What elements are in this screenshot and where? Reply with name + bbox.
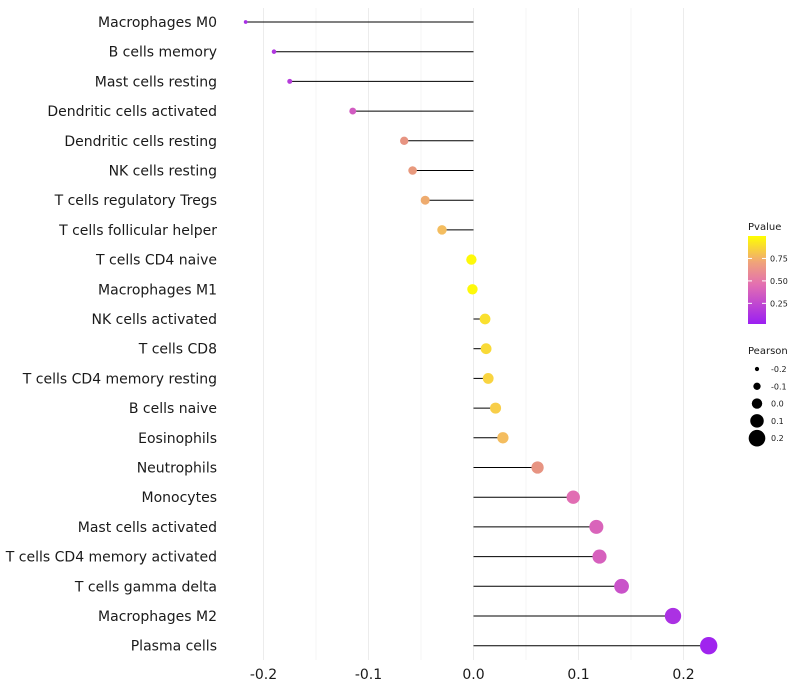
point xyxy=(664,607,682,625)
point xyxy=(271,49,277,54)
category-label: Plasma cells xyxy=(131,639,217,655)
category-label: T cells CD4 memory resting xyxy=(22,371,217,387)
category-label: T cells regulatory Tregs xyxy=(54,193,217,209)
x-tick-label: 0.2 xyxy=(672,667,694,683)
category-label: Neutrophils xyxy=(137,461,217,477)
category-label: T cells CD4 naive xyxy=(95,253,217,269)
category-label: Mast cells resting xyxy=(95,74,217,90)
pearson-size-label: 0.2 xyxy=(771,434,784,443)
point xyxy=(420,195,430,205)
point xyxy=(408,166,417,175)
point xyxy=(592,549,607,564)
category-label: Mast cells activated xyxy=(78,520,217,536)
pearson-size-key xyxy=(753,382,761,390)
pvalue-legend-title: Pvalue xyxy=(748,222,781,233)
pearson-size-key xyxy=(750,414,764,428)
point xyxy=(243,20,248,24)
point xyxy=(349,107,357,115)
category-label: NK cells resting xyxy=(109,164,217,180)
x-axis-ticks: -0.2 -0.1 0.0 0.1 0.2 xyxy=(250,667,695,683)
category-label: B cells memory xyxy=(109,45,217,61)
category-label: NK cells activated xyxy=(92,312,217,328)
point xyxy=(589,519,604,534)
point xyxy=(479,313,491,325)
pearson-legend: Pearson -0.2 -0.1 0.0 0.1 0.2 xyxy=(748,346,788,447)
category-label: T cells follicular helper xyxy=(58,223,217,239)
category-label: T cells CD8 xyxy=(138,342,217,358)
pearson-legend-title: Pearson xyxy=(748,346,788,357)
point xyxy=(700,637,718,655)
point xyxy=(400,136,409,145)
x-tick-label: -0.2 xyxy=(250,667,277,683)
x-tick-label: 0.1 xyxy=(567,667,589,683)
category-label: Monocytes xyxy=(142,490,217,506)
point xyxy=(467,284,478,295)
category-label: Macrophages M0 xyxy=(98,15,217,31)
pvalue-legend: Pvalue 0.25 0.50 0.75 xyxy=(748,222,788,324)
point xyxy=(614,578,629,594)
category-label: Eosinophils xyxy=(138,431,217,447)
point xyxy=(497,432,509,444)
category-label: Dendritic cells resting xyxy=(64,134,217,150)
point xyxy=(480,343,492,355)
point xyxy=(490,402,502,414)
pearson-size-key xyxy=(751,398,763,409)
point xyxy=(566,490,580,504)
x-tick-label: -0.1 xyxy=(355,667,382,683)
point xyxy=(531,461,544,474)
category-labels: Macrophages M0 B cells memory Mast cells r… xyxy=(5,15,217,655)
points xyxy=(243,20,718,655)
category-label: T cells CD4 memory activated xyxy=(5,550,217,566)
pearson-size-key xyxy=(754,366,760,372)
pearson-size-key xyxy=(748,429,766,447)
pearson-size-label: 0.0 xyxy=(771,400,784,409)
pvalue-tick-label: 0.25 xyxy=(770,299,788,308)
x-tick-label: 0.0 xyxy=(462,667,484,683)
point xyxy=(437,225,447,235)
pearson-size-label: -0.2 xyxy=(771,365,787,374)
category-label: T cells gamma delta xyxy=(74,579,217,595)
pearson-size-label: 0.1 xyxy=(771,417,784,426)
point xyxy=(287,78,293,84)
point xyxy=(482,372,494,384)
point xyxy=(466,254,477,265)
category-label: Dendritic cells activated xyxy=(47,104,217,120)
pearson-size-label: -0.1 xyxy=(771,382,787,391)
stems xyxy=(245,21,709,647)
gridlines xyxy=(263,8,684,660)
pvalue-tick-label: 0.75 xyxy=(770,254,788,263)
pvalue-tick-label: 0.50 xyxy=(770,277,788,286)
category-label: Macrophages M1 xyxy=(98,282,217,298)
pvalue-colorbar xyxy=(748,236,766,324)
category-label: B cells naive xyxy=(129,401,217,417)
category-label: Macrophages M2 xyxy=(98,609,217,625)
